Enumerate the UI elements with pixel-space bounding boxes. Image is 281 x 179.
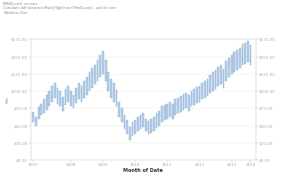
Bar [244,43,246,64]
Bar [113,83,115,101]
Bar [40,104,42,115]
Bar [124,115,125,129]
Bar [177,98,179,113]
Bar [207,79,209,96]
Bar [72,95,74,108]
Bar [83,81,85,98]
Bar [158,111,160,126]
Bar [54,83,56,98]
Bar [132,122,133,136]
Bar [102,51,104,74]
Bar [81,86,82,101]
Bar [228,58,230,77]
Bar [215,71,216,89]
Bar [56,88,58,104]
Bar [145,119,147,131]
Bar [137,117,139,131]
Bar [161,106,163,122]
Bar [67,86,69,101]
Bar [32,112,34,122]
Bar [172,104,174,119]
Bar [196,87,198,103]
Bar [89,72,90,91]
Bar [217,67,219,86]
Bar [126,120,128,134]
X-axis label: Month of Date: Month of Date [123,168,163,173]
Bar [220,65,222,84]
Bar [46,95,47,110]
Bar [115,90,117,106]
Bar [191,91,192,106]
Bar [121,108,123,122]
Bar [91,68,93,88]
Bar [97,60,99,81]
Bar [212,72,214,91]
Bar [75,88,77,103]
Bar [247,42,249,62]
Bar [204,81,206,98]
Bar [148,121,149,134]
Bar [164,105,166,120]
Bar [166,104,168,119]
Bar [107,72,109,91]
Bar [62,97,64,111]
Bar [43,100,45,113]
Bar [193,89,195,105]
Bar [209,75,211,93]
Bar [129,127,131,140]
Bar [234,52,235,72]
Bar [236,50,238,71]
Bar [78,83,80,100]
Bar [185,93,187,108]
Bar [110,79,112,98]
Y-axis label: Min: Min [6,96,10,103]
Bar [105,60,106,81]
Bar [51,86,53,101]
Bar [140,115,141,129]
Bar [225,62,227,81]
Bar [241,44,243,65]
Bar [94,65,96,84]
Bar [142,113,144,127]
Bar [49,91,50,106]
Bar [169,101,171,117]
Text: MIN([Low]) on rows
Calculate diff between Max([High]) and Min([Low]) - add to si: MIN([Low]) on rows Calculate diff betwee… [3,2,115,15]
Bar [70,91,72,106]
Bar [118,101,120,117]
Bar [188,95,190,111]
Bar [150,119,152,133]
Bar [239,48,241,68]
Bar [38,107,40,119]
Bar [35,117,37,126]
Bar [180,96,182,112]
Bar [65,89,66,105]
Bar [183,94,184,110]
Bar [99,55,101,77]
Bar [250,45,251,65]
Bar [134,120,136,134]
Bar [199,86,200,101]
Bar [86,77,88,95]
Bar [153,117,155,130]
Bar [223,69,225,88]
Bar [156,113,157,128]
Bar [201,83,203,100]
Bar [59,91,61,106]
Bar [231,55,233,74]
Bar [175,100,176,115]
